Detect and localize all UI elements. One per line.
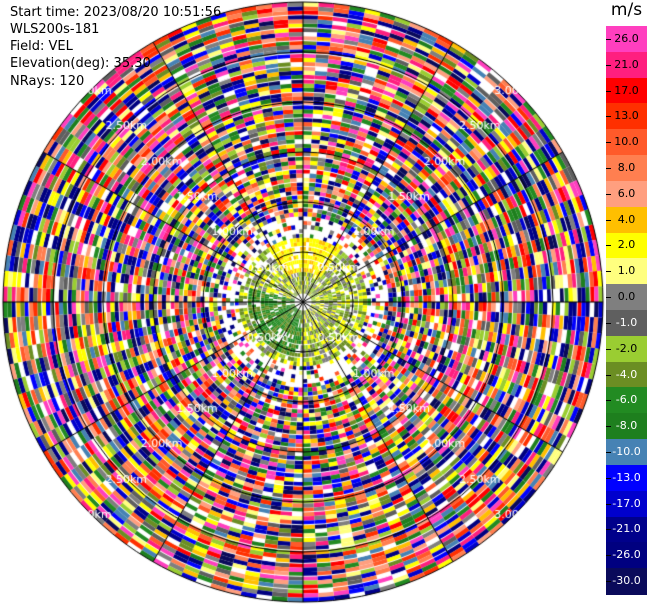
- colorbar-tick-label: -30.0: [612, 574, 641, 588]
- colorbar-swatch: [606, 180, 647, 208]
- colorbar-tick-label: -26.0: [612, 548, 641, 562]
- field-text: Field: VEL: [10, 39, 73, 54]
- colorbar-tick-label: -4.0: [615, 367, 638, 381]
- colorbar-tick-label: -2.0: [615, 341, 638, 355]
- colorbar-tick-mark: [606, 64, 611, 66]
- colorbar-tick-mark: [606, 374, 611, 376]
- colorbar-tick-label: -21.0: [612, 522, 641, 536]
- ppi-scan-plot: [0, 0, 606, 607]
- colorbar-tick-label: 8.0: [617, 161, 636, 174]
- colorbar-tick-label: -1.0: [615, 315, 638, 329]
- colorbar-tick-label: 10.0: [614, 135, 639, 149]
- colorbar-tick-label: -8.0: [615, 419, 638, 433]
- colorbar-tick-mark: [606, 581, 611, 583]
- colorbar-swatch: [606, 77, 647, 105]
- colorbar-tick-mark: [606, 452, 611, 453]
- colorbar-tick-mark: [606, 142, 611, 144]
- colorbar-swatch: [606, 490, 647, 518]
- colorbar-tick-mark: [606, 529, 611, 531]
- colorbar-swatch: [606, 155, 647, 182]
- colorbar-tick-mark: [606, 245, 611, 247]
- colorbar-tick-label: 6.0: [617, 186, 636, 200]
- colorbar-tick-mark: [606, 90, 611, 92]
- colorbar-tick-mark: [606, 168, 611, 169]
- colorbar-tick-mark: [606, 297, 611, 299]
- colorbar-tick-label: 2.0: [617, 238, 636, 252]
- colorbar-tick-label: 17.0: [614, 83, 639, 97]
- colorbar-swatch: [606, 129, 647, 157]
- colorbar-unit: m/s: [610, 0, 643, 20]
- colorbar-tick-label: 26.0: [614, 31, 639, 45]
- colorbar-swatch: [606, 206, 647, 234]
- scan-info-panel: Start time: 2023/08/20 10:51:56 WLS200s-…: [10, 4, 221, 90]
- colorbar-tick-mark: [606, 555, 611, 557]
- colorbar-tick-mark: [606, 219, 611, 221]
- colorbar-swatch: [606, 26, 647, 53]
- colorbar-swatch: [606, 258, 647, 286]
- colorbar-tick-mark: [606, 271, 611, 273]
- colorbar-tick-label: 21.0: [614, 57, 639, 71]
- colorbar-tick-mark: [606, 400, 611, 402]
- colorbar-swatch: [606, 51, 647, 79]
- colorbar-swatch: [606, 464, 647, 492]
- colorbar-tick-label: 1.0: [617, 264, 636, 278]
- station-text: WLS200s-181: [10, 22, 100, 37]
- nrays-text: NRays: 120: [10, 74, 85, 89]
- colorbar-tick-mark: [606, 503, 611, 505]
- colorbar-swatch: [606, 335, 647, 363]
- colorbar-tick-label: 13.0: [614, 109, 639, 123]
- velocity-colorbar: 26.0 21.0 17.0 13.0 10.0 8.0 6.0 4.0 2.0 1.0 0.0 -1…: [606, 26, 647, 595]
- colorbar-tick-mark: [606, 426, 611, 428]
- colorbar-swatch: [606, 413, 647, 441]
- colorbar-swatch: [606, 284, 647, 311]
- colorbar-tick-label: -6.0: [615, 393, 638, 407]
- elevation-text: Elevation(deg): 35.30: [10, 56, 151, 71]
- colorbar-tick-mark: [606, 348, 611, 350]
- colorbar-tick-mark: [606, 477, 611, 479]
- colorbar-tick-label: 4.0: [617, 212, 636, 226]
- colorbar-swatch: [606, 232, 647, 260]
- start-time-text: Start time: 2023/08/20 10:51:56: [10, 5, 222, 20]
- colorbar-tick-label: 0.0: [617, 290, 636, 304]
- colorbar-tick-label: -10.0: [612, 445, 641, 458]
- colorbar-swatch: [606, 387, 647, 415]
- colorbar-swatch: [606, 103, 647, 131]
- colorbar-tick-mark: [606, 193, 611, 195]
- colorbar-swatch: [606, 568, 647, 595]
- colorbar-tick-label: -17.0: [612, 496, 641, 510]
- colorbar-tick-mark: [606, 116, 611, 118]
- colorbar-swatch: [606, 516, 647, 544]
- colorbar-swatch: [606, 439, 647, 466]
- colorbar-swatch: [606, 310, 647, 337]
- colorbar-tick-label: -13.0: [612, 470, 641, 484]
- colorbar-tick-mark: [606, 38, 611, 40]
- colorbar-swatch: [606, 361, 647, 389]
- colorbar-swatch: [606, 542, 647, 570]
- colorbar-tick-mark: [606, 322, 611, 324]
